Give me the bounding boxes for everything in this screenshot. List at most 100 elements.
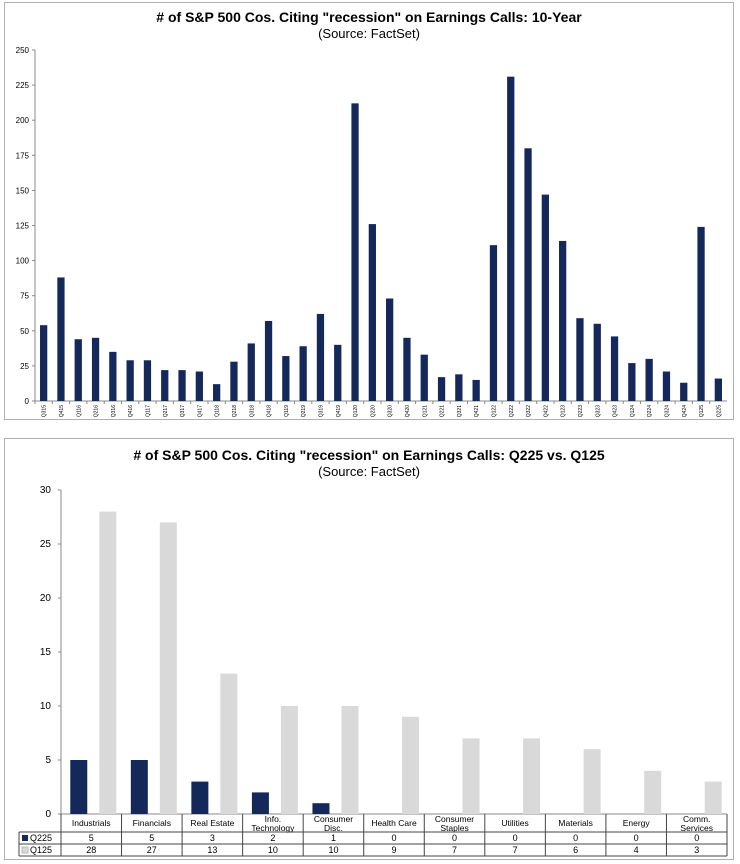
x-tick-label: Q223 bbox=[578, 405, 584, 417]
y-tick-label: 15 bbox=[40, 647, 52, 658]
table-value-q225: 5 bbox=[89, 833, 94, 843]
bar bbox=[610, 336, 619, 401]
chart-title: # of S&P 500 Cos. Citing "recession" on … bbox=[156, 9, 582, 25]
table-value-q225: 5 bbox=[149, 833, 154, 843]
table-value-q225: 1 bbox=[331, 833, 336, 843]
bar bbox=[161, 370, 169, 401]
x-tick-label: Q116 bbox=[76, 405, 82, 417]
table-value-q125: 10 bbox=[328, 845, 338, 855]
category-label: Disc. bbox=[324, 823, 343, 833]
bar bbox=[507, 76, 515, 402]
x-tick-label: Q317 bbox=[180, 405, 186, 417]
category-label: Financials bbox=[133, 818, 171, 828]
x-tick-label: Q423 bbox=[613, 405, 619, 417]
x-tick-label: Q117 bbox=[145, 405, 151, 417]
x-tick-label: Q315 bbox=[42, 405, 48, 417]
table-value-q225: 0 bbox=[573, 833, 578, 843]
x-tick-label: Q420 bbox=[405, 405, 411, 417]
x-tick-label: Q318 bbox=[249, 405, 255, 417]
bar-q125 bbox=[99, 511, 117, 814]
table-value-q125: 9 bbox=[391, 845, 396, 855]
y-tick-label: 125 bbox=[16, 222, 30, 231]
bar bbox=[299, 346, 307, 401]
bar bbox=[628, 363, 636, 401]
bar bbox=[230, 361, 238, 401]
y-tick-label: 250 bbox=[16, 46, 30, 55]
bar bbox=[351, 103, 359, 402]
y-tick-label: 175 bbox=[16, 151, 30, 160]
category-label: Info. bbox=[265, 814, 282, 824]
bar bbox=[662, 371, 671, 401]
x-tick-label: Q324 bbox=[664, 405, 670, 417]
x-tick-label: Q421 bbox=[474, 405, 480, 417]
bar bbox=[489, 245, 498, 401]
category-label: Utilities bbox=[501, 818, 528, 828]
x-tick-label: Q225 bbox=[716, 405, 722, 417]
bar bbox=[334, 344, 342, 401]
x-tick-label: Q419 bbox=[336, 405, 342, 417]
x-tick-label: Q221 bbox=[440, 405, 446, 417]
x-tick-label: Q120 bbox=[353, 405, 359, 417]
y-tick-label: 30 bbox=[40, 485, 52, 496]
bar bbox=[282, 356, 290, 401]
x-tick-label: Q122 bbox=[491, 405, 497, 417]
x-tick-label: Q322 bbox=[526, 405, 532, 417]
y-tick-label: 10 bbox=[40, 701, 52, 712]
chart-subtitle: (Source: FactSet) bbox=[318, 464, 420, 479]
bar bbox=[576, 318, 584, 401]
bar bbox=[74, 339, 82, 401]
table-value-q225: 0 bbox=[694, 833, 699, 843]
table-value-q125: 7 bbox=[452, 845, 457, 855]
x-tick-label: Q415 bbox=[59, 405, 65, 417]
table-value-q125: 13 bbox=[207, 845, 217, 855]
x-tick-label: Q220 bbox=[370, 405, 376, 417]
bar-q225 bbox=[130, 760, 148, 814]
x-tick-label: Q418 bbox=[267, 405, 273, 417]
chart-title: # of S&P 500 Cos. Citing "recession" on … bbox=[133, 447, 605, 463]
y-tick-label: 100 bbox=[16, 257, 30, 266]
bar-chart-sector: 051015202530Industrials528Financials527R… bbox=[18, 485, 728, 857]
chart-subtitle: (Source: FactSet) bbox=[318, 26, 420, 41]
bar-q125 bbox=[644, 770, 662, 814]
bar bbox=[40, 325, 48, 401]
y-tick-label: 25 bbox=[20, 362, 29, 371]
bar-q125 bbox=[220, 673, 238, 814]
y-tick-label: 20 bbox=[40, 593, 52, 604]
bar-q225 bbox=[312, 803, 330, 814]
table-value-q125: 10 bbox=[268, 845, 278, 855]
bar bbox=[541, 194, 549, 401]
legend-swatch-q225 bbox=[22, 835, 28, 841]
y-tick-label: 150 bbox=[16, 186, 30, 195]
table-value-q225: 3 bbox=[210, 833, 215, 843]
bar bbox=[368, 224, 376, 401]
x-tick-label: Q217 bbox=[163, 405, 169, 417]
y-tick-label: 0 bbox=[45, 809, 51, 820]
x-tick-label: Q123 bbox=[561, 405, 567, 417]
x-tick-label: Q416 bbox=[128, 405, 134, 417]
x-tick-label: Q118 bbox=[215, 405, 221, 417]
x-tick-label: Q222 bbox=[509, 405, 515, 417]
bar-q125 bbox=[159, 522, 177, 814]
bar bbox=[57, 277, 65, 401]
legend-label-q225: Q225 bbox=[30, 833, 52, 843]
bar-q125 bbox=[280, 706, 298, 814]
x-tick-label: Q224 bbox=[647, 405, 653, 417]
x-tick-label: Q424 bbox=[682, 405, 688, 417]
table-value-q125: 4 bbox=[634, 845, 639, 855]
legend-swatch-q125 bbox=[21, 846, 29, 854]
bar bbox=[178, 370, 186, 401]
x-tick-label: Q422 bbox=[543, 405, 549, 417]
category-label: Industrials bbox=[72, 818, 111, 828]
bar bbox=[455, 374, 463, 401]
bar-q125 bbox=[704, 781, 722, 814]
bar bbox=[247, 343, 255, 401]
bar bbox=[143, 360, 152, 401]
y-tick-label: 5 bbox=[45, 755, 51, 766]
bar-q125 bbox=[402, 716, 419, 814]
bar-chart-10-year: 0 25 50 75 100 125 150 175 200 225 250 Q315 Q415 Q116… bbox=[16, 46, 727, 417]
table-value-q225: 0 bbox=[452, 833, 457, 843]
bar bbox=[680, 382, 688, 401]
table-value-q125: 7 bbox=[513, 845, 518, 855]
chart-panel-sector: # of S&P 500 Cos. Citing "recession" on … bbox=[4, 438, 734, 860]
bar-q125 bbox=[523, 738, 541, 814]
